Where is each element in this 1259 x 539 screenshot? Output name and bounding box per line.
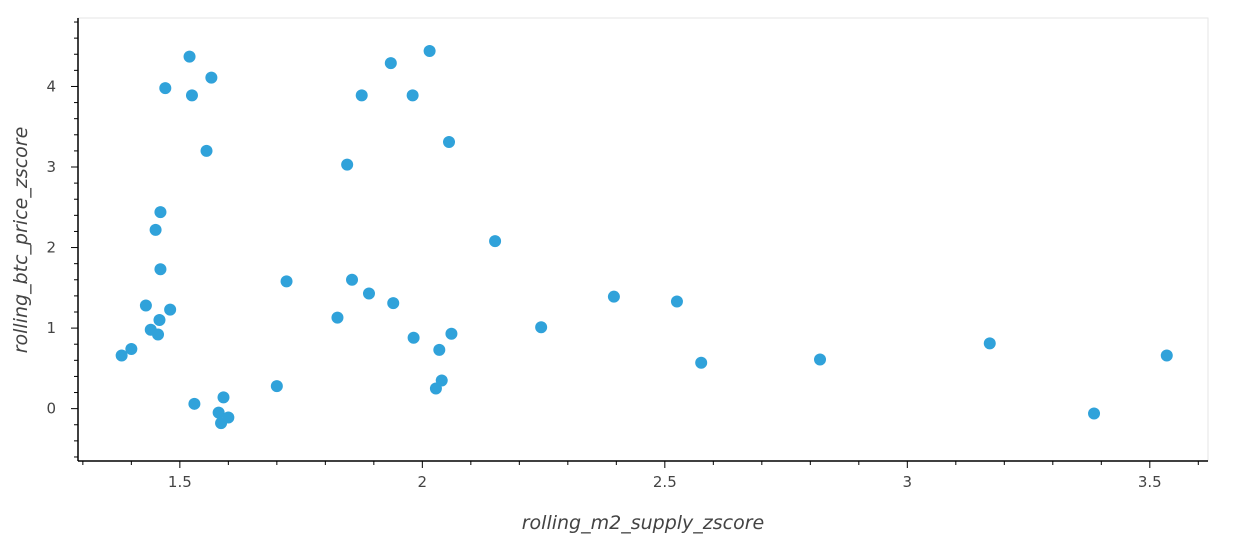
data-point (115, 349, 128, 362)
data-point (670, 295, 683, 308)
data-point (139, 299, 152, 312)
data-point (535, 321, 548, 334)
data-point (435, 374, 448, 387)
data-point (346, 273, 359, 286)
x-axis-label: rolling_m2_supply_zscore (522, 512, 765, 534)
data-point (270, 380, 283, 393)
y-axis-label: rolling_btc_price_zscore (10, 127, 32, 354)
data-point (443, 136, 456, 149)
y-tick-label: 2 (46, 239, 56, 257)
data-point (983, 337, 996, 350)
data-point (149, 223, 162, 236)
data-point (154, 263, 167, 276)
data-point (153, 314, 166, 327)
x-tick-label: 3 (903, 473, 913, 491)
x-tick-label: 2 (418, 473, 428, 491)
data-point (695, 356, 708, 369)
data-point (362, 287, 375, 300)
data-point (433, 343, 446, 356)
data-point (331, 311, 344, 324)
data-point (489, 235, 502, 248)
data-point (154, 206, 167, 219)
data-point (222, 411, 235, 424)
data-point (205, 71, 218, 84)
data-point (164, 303, 177, 316)
y-tick-label: 1 (46, 319, 56, 337)
data-point (406, 89, 419, 102)
data-point (607, 290, 620, 303)
y-tick-label: 4 (46, 77, 56, 95)
data-point (445, 327, 458, 340)
data-point (125, 343, 138, 356)
data-point (423, 45, 436, 58)
data-point (212, 406, 225, 419)
data-point (1088, 407, 1101, 420)
data-point (152, 328, 165, 341)
data-points (115, 45, 1173, 430)
data-point (185, 89, 198, 102)
data-point (280, 275, 293, 288)
data-point (200, 144, 213, 157)
data-point (188, 397, 201, 410)
x-tick-label: 2.5 (653, 473, 677, 491)
plot-frame (77, 17, 1209, 462)
data-point (341, 158, 354, 171)
data-point (159, 82, 172, 95)
data-point (217, 391, 230, 404)
x-tick-label: 3.5 (1138, 473, 1162, 491)
y-axis: 0 1 2 3 4 (46, 18, 79, 461)
x-axis: 1.5 2 2.5 3 3.5 (78, 460, 1208, 491)
data-point (384, 57, 397, 70)
data-point (183, 50, 196, 63)
data-point (387, 297, 400, 310)
data-point (355, 89, 368, 102)
y-tick-label: 3 (46, 158, 56, 176)
x-tick-label: 1.5 (168, 473, 192, 491)
data-point (407, 331, 420, 344)
y-tick-label: 0 (46, 400, 56, 418)
data-point (814, 353, 827, 366)
data-point (1160, 349, 1173, 362)
